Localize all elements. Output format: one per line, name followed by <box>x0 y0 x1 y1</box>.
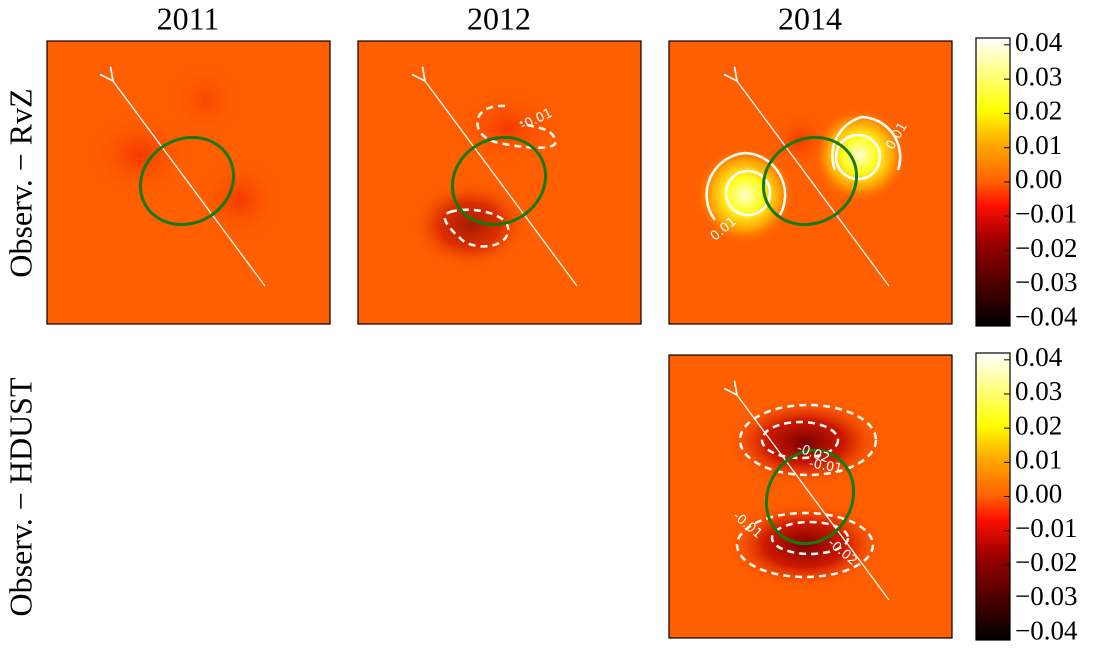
colorbar-tick-label: 0.01 <box>1015 130 1062 160</box>
colorbar-tick-label: −0.02 <box>1015 233 1077 263</box>
colorbar-tick-label: 0.04 <box>1015 342 1063 372</box>
colorbar-tick-label: −0.04 <box>1015 301 1078 331</box>
column-title: 2014 <box>778 0 842 36</box>
colorbar-tick-label: −0.01 <box>1015 513 1077 543</box>
colorbar: 0.04 0.03 0.02 0.01 0.00 −0.01 −0.02 −0.03 −0.04 <box>975 27 1078 331</box>
colorbar-tick-label: 0.02 <box>1015 96 1062 126</box>
colorbar-tick-label: 0.03 <box>1015 61 1062 91</box>
row-title: Observ. − RvZ <box>2 88 38 277</box>
column-title: 2012 <box>467 0 531 36</box>
panel: -0.01 <box>357 40 642 325</box>
row-title: Observ. − HDUST <box>2 377 38 617</box>
colorbar-tick-label: −0.03 <box>1015 581 1077 611</box>
colorbar: 0.04 0.03 0.02 0.01 0.00 −0.01 −0.02 −0.03 −0.04 <box>975 342 1078 645</box>
colorbar-tick-label: 0.00 <box>1015 164 1062 194</box>
colorbar-tick-label: −0.03 <box>1015 267 1077 297</box>
colorbar-tick-label: 0.01 <box>1015 445 1062 475</box>
colorbar-tick-label: 0.02 <box>1015 410 1062 440</box>
panel: -0.02 -0.01 -0.01 -0.02 <box>668 354 953 639</box>
column-title: 2011 <box>157 0 220 36</box>
colorbar-tick-label: 0.03 <box>1015 376 1062 406</box>
colorbar-tick-label: 0.04 <box>1015 27 1063 57</box>
colorbar-tick-label: −0.01 <box>1015 198 1077 228</box>
panel <box>46 40 331 325</box>
colorbar-tick-label: −0.04 <box>1015 615 1078 645</box>
contour-label: -0.01 <box>808 456 844 477</box>
panel: 0.01 0.01 <box>668 40 953 325</box>
colorbar-tick-label: 0.00 <box>1015 479 1062 509</box>
colorbar-tick-label: −0.02 <box>1015 547 1077 577</box>
